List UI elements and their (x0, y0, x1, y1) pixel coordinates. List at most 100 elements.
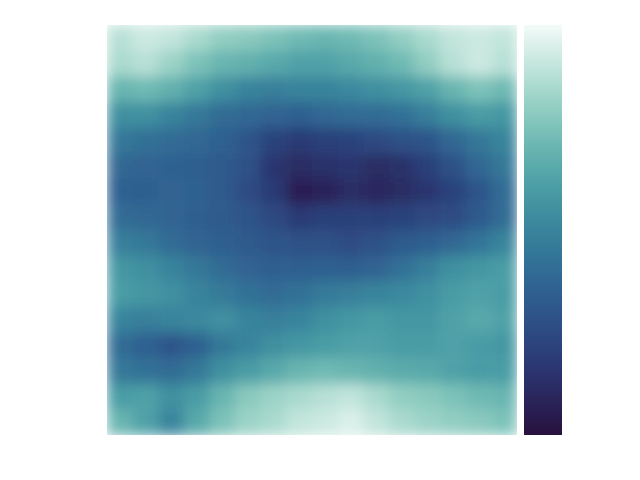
heatmap-cell (440, 230, 466, 256)
heatmap-cell (389, 102, 415, 128)
heatmap-cell (184, 358, 210, 384)
heatmap-cell (338, 409, 364, 435)
heatmap-cell (491, 204, 517, 230)
heatmap-cell (491, 51, 517, 77)
heatmap-cell (235, 281, 261, 307)
heatmap-cell (107, 128, 133, 154)
heatmap-cell (107, 333, 133, 359)
heatmap-cell (338, 333, 364, 359)
heatmap-cell (389, 281, 415, 307)
heatmap-cell (235, 384, 261, 410)
heatmap-cell (158, 307, 184, 333)
heatmap-cell (158, 230, 184, 256)
heatmap-cell (312, 230, 338, 256)
heatmap-cell (210, 307, 236, 333)
colorbar (524, 25, 562, 435)
heatmap-cell (286, 281, 312, 307)
heatmap-cell (261, 76, 287, 102)
heatmap-cell (440, 281, 466, 307)
heatmap-cell (133, 204, 159, 230)
heatmap-cell (286, 51, 312, 77)
heatmap-cell (158, 102, 184, 128)
heatmap-cell (286, 204, 312, 230)
heatmap-cell (440, 204, 466, 230)
heatmap-cell (363, 153, 389, 179)
heatmap-cell (389, 179, 415, 205)
heatmap-cell (235, 256, 261, 282)
heatmap-cell (261, 333, 287, 359)
heatmap-cell (133, 25, 159, 51)
heatmap-cell (415, 153, 441, 179)
heatmap-cell (286, 333, 312, 359)
heatmap-cell (466, 256, 492, 282)
heatmap-cell (363, 409, 389, 435)
heatmap-cell (491, 409, 517, 435)
heatmap-cell (133, 307, 159, 333)
heatmap-cell (389, 358, 415, 384)
heatmap-cell (210, 128, 236, 154)
heatmap-cell (158, 358, 184, 384)
heatmap-cell (235, 153, 261, 179)
heatmap-cell (107, 179, 133, 205)
heatmap-cell (261, 358, 287, 384)
heatmap-cell (491, 230, 517, 256)
heatmap-cell (210, 102, 236, 128)
heatmap-cell (389, 128, 415, 154)
heatmap-cell (440, 51, 466, 77)
heatmap-cell (312, 128, 338, 154)
heatmap-cell (338, 384, 364, 410)
heatmap-cell (158, 204, 184, 230)
heatmap-cell (133, 76, 159, 102)
heatmap-cell (210, 76, 236, 102)
heatmap-cell (491, 256, 517, 282)
heatmap-cell (107, 76, 133, 102)
heatmap-cell (158, 281, 184, 307)
heatmap-cell (133, 358, 159, 384)
heatmap-cell (235, 230, 261, 256)
heatmap-cell (312, 384, 338, 410)
heatmap-cells (107, 25, 517, 435)
heatmap-cell (338, 358, 364, 384)
heatmap-cell (440, 307, 466, 333)
heatmap-cell (415, 281, 441, 307)
heatmap-cell (338, 25, 364, 51)
heatmap-cell (184, 384, 210, 410)
heatmap-cell (312, 256, 338, 282)
heatmap-cell (261, 102, 287, 128)
heatmap-cell (440, 333, 466, 359)
heatmap-cell (235, 25, 261, 51)
heatmap-cell (363, 333, 389, 359)
heatmap-cell (440, 409, 466, 435)
heatmap-cell (133, 409, 159, 435)
heatmap-cell (363, 384, 389, 410)
heatmap-cell (133, 333, 159, 359)
heatmap-cell (415, 76, 441, 102)
heatmap-cell (184, 76, 210, 102)
heatmap-cell (466, 384, 492, 410)
heatmap-cell (440, 153, 466, 179)
heatmap-cell (210, 281, 236, 307)
heatmap-cell (107, 307, 133, 333)
heatmap-cell (389, 51, 415, 77)
heatmap-cell (261, 128, 287, 154)
heatmap-cell (338, 153, 364, 179)
heatmap-cell (261, 384, 287, 410)
heatmap-cell (184, 256, 210, 282)
heatmap-cell (286, 230, 312, 256)
heatmap-cell (312, 333, 338, 359)
heatmap-cell (415, 409, 441, 435)
heatmap-cell (338, 281, 364, 307)
heatmap-cell (261, 179, 287, 205)
heatmap-cell (210, 51, 236, 77)
heatmap-cell (107, 204, 133, 230)
heatmap-cell (389, 333, 415, 359)
heatmap-cell (158, 409, 184, 435)
heatmap-cell (235, 128, 261, 154)
heatmap-cell (415, 384, 441, 410)
heatmap-cell (286, 307, 312, 333)
heatmap-cell (466, 76, 492, 102)
heatmap-cell (491, 281, 517, 307)
heatmap-cell (133, 153, 159, 179)
heatmap-cell (466, 179, 492, 205)
heatmap-cell (440, 128, 466, 154)
